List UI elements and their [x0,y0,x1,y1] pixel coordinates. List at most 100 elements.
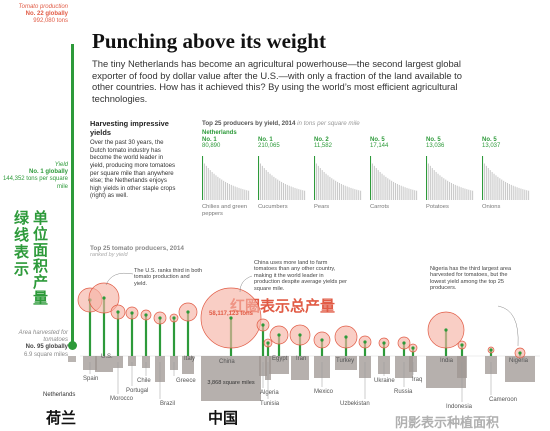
yield-info: Yield No. 1 globally 144,352 tons per sq… [0,162,68,191]
area-value: 6.9 square miles [23,351,68,358]
panel-bar [433,170,435,200]
panel-value: 210,065 [258,143,280,149]
nigeria-annotation: Nigeria has the third largest area harve… [430,266,512,292]
panel-crop: Carrots [370,204,390,210]
panel-bar [294,187,296,200]
small-multiples-title: Top 25 producers by yield, 2014 in tons … [202,120,360,127]
panel-bar [468,189,470,200]
country-label: Mexico [314,389,334,395]
panel-bar [327,175,329,200]
panel-bar [290,186,292,200]
panel-value: 80,890 [202,143,221,149]
yield-dot [277,333,281,337]
yield-value: 144,352 tons per square mile [2,176,68,190]
panel-bar [304,190,306,200]
panel-bar [452,183,454,200]
panel-bar [373,165,375,200]
panel-bar [431,168,433,200]
china-production-label: 58,117,123 tons [209,311,254,317]
country-label: Indonesia [446,404,473,410]
country-label: Portugal [126,388,148,394]
panel-bar [329,176,331,200]
yield-dot [320,338,324,342]
yield-dot [363,340,367,344]
panel-bars [426,156,474,200]
intro-text: The tiny Netherlands has become an agric… [92,58,463,104]
harvesting-title: Harvesting impressive yields [90,119,169,137]
panel-bar [450,182,453,200]
panel-bar [441,176,443,200]
panel-bar [414,190,416,200]
harvesting-block: Harvesting impressive yields Over the pa… [90,119,176,200]
panel-bar [358,190,360,200]
panel-crop: Chilies and green peppers [202,204,248,217]
yield-dot [266,341,270,345]
panel-bar [447,180,449,200]
panel-bar [215,175,217,200]
panel-bar [230,184,232,200]
area-shadow [201,356,261,401]
panel-bar [275,178,277,200]
panel-bar [202,156,204,200]
panel-bar [470,190,472,200]
us-annotation: The U.S. ranks third in both tomato prod… [134,268,203,287]
production-rank: No. 22 globally [25,11,68,18]
panel-bar [314,156,316,200]
panel-bar [371,163,373,200]
panel-rank: No. 5 [482,137,497,143]
yield-dot [518,351,522,355]
panel-bar [302,190,304,200]
panel-bar [514,186,516,200]
small-multiples-unit: in tons per square mile [297,120,360,127]
yield-dot [382,341,386,345]
yield-dot [344,335,348,339]
panel-bar [248,190,250,200]
main-chart-title: Top 25 tomato producers, 2014 [90,245,184,252]
panel-country: Netherlands [202,130,237,136]
panel-bar [402,186,404,200]
panel-bar [472,190,474,200]
yield-dot [130,311,134,315]
panel-bar [377,170,379,200]
panel-bar [439,175,441,200]
china-area-label: 3,868 square miles [207,380,254,386]
country-label: Greece [176,378,196,384]
panel-bar [483,163,485,200]
panel-bar [489,170,491,200]
panel-bar [340,183,342,200]
panel-bar [404,187,406,200]
panel-bar [522,189,524,200]
panel-bar [493,173,495,200]
nigeria-pointer [497,305,519,347]
yield-dot [298,333,302,337]
panel-bar [449,181,451,200]
panel-bar [356,189,358,200]
panel-bar [354,189,356,200]
panel-value: 11,582 [314,143,332,149]
panel-bar [350,187,352,200]
country-label: Iran [296,356,306,362]
panel-bar [323,171,325,200]
panel-bar [497,176,499,200]
panel-bar [393,181,395,200]
country-label: U.S. [101,354,113,360]
china-cn: 中国 [208,409,239,427]
yield-dot [411,346,415,350]
crop-panel: No. 5 17,144 Carrots [370,130,420,220]
production-info: Tomato production No. 22 globally 992,08… [0,4,68,26]
panel-bar [389,179,391,200]
small-multiples: Netherlands No. 1 80,890 Chilies and green … [202,130,542,220]
panel-bar [379,171,381,200]
netherlands-area-shadow [68,356,76,362]
panel-crop: Onions [482,204,501,210]
panel-bar [391,180,393,200]
panel-bar [506,182,509,200]
panel-bar [269,173,271,200]
panel-bar [234,186,236,200]
panel-bar [503,180,505,200]
main-chart-subtitle: ranked by yield [90,252,128,258]
panel-bar [394,182,397,200]
panel-bar [213,173,215,200]
yield-label: Yield [54,162,68,168]
panel-bar [258,156,260,200]
